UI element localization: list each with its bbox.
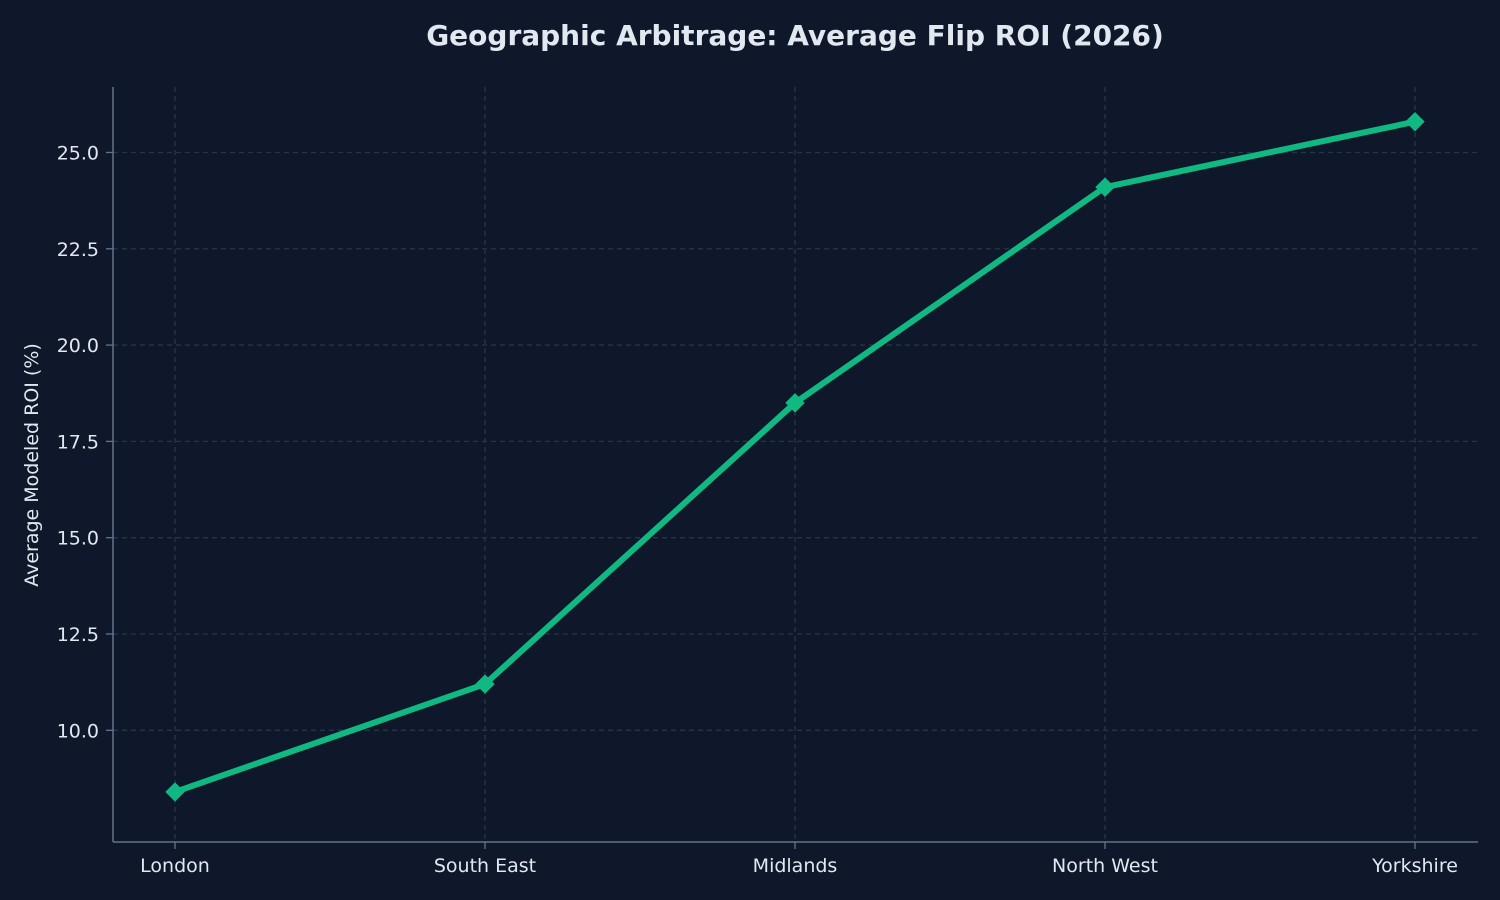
x-tick-label: North West xyxy=(1052,855,1158,877)
y-tick-label: 22.5 xyxy=(57,239,99,261)
x-ticks: London South East Midlands North West Yorksh… xyxy=(140,842,1458,877)
x-tick-label: South East xyxy=(434,855,536,877)
data-point-marker xyxy=(165,782,185,802)
y-tick-label: 12.5 xyxy=(57,624,99,646)
y-tick-label: 10.0 xyxy=(57,720,99,742)
y-axis-label: Average Modeled ROI (%) xyxy=(21,343,43,587)
grid-layer xyxy=(113,87,1478,842)
x-tick-label: Midlands xyxy=(753,855,838,877)
x-tick-label: Yorkshire xyxy=(1371,855,1458,877)
data-point-marker xyxy=(1405,111,1425,132)
y-ticks: 10.0 12.5 15.0 17.5 20.0 22.5 25.0 xyxy=(57,142,113,742)
data-point-marker xyxy=(1095,177,1115,197)
y-tick-label: 15.0 xyxy=(57,528,99,550)
y-tick-label: 20.0 xyxy=(57,335,99,357)
series-layer xyxy=(165,111,1425,802)
data-point-marker xyxy=(475,674,495,694)
y-tick-label: 17.5 xyxy=(57,431,99,453)
y-tick-label: 25.0 xyxy=(57,142,99,164)
data-point-marker xyxy=(785,393,805,413)
chart-title: Geographic Arbitrage: Average Flip ROI (… xyxy=(426,19,1164,52)
x-tick-label: London xyxy=(140,855,210,877)
